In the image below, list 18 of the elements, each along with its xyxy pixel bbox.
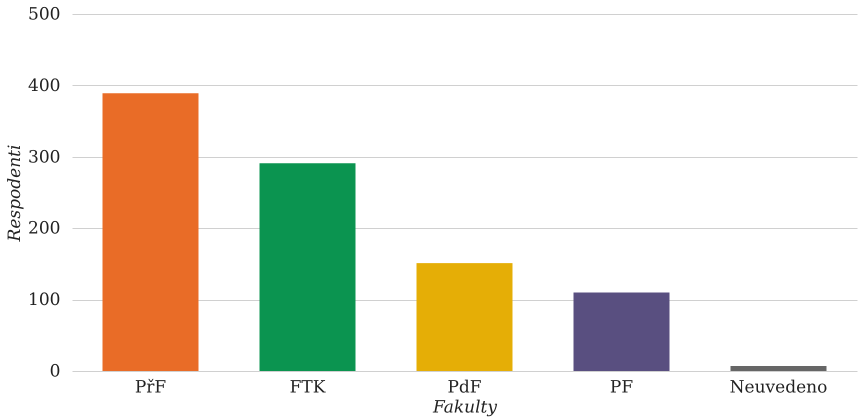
y-tick-label: 200 <box>28 218 60 239</box>
y-tick-label: 100 <box>28 290 60 310</box>
x-tick-label: PF <box>610 378 634 398</box>
x-tick-label: Neuvedeno <box>730 378 828 398</box>
bar <box>102 93 198 371</box>
y-tick-label: 400 <box>28 76 60 96</box>
bar <box>574 292 670 371</box>
x-tick-label: PřF <box>134 378 166 398</box>
bar <box>260 163 356 371</box>
bar <box>730 366 826 371</box>
bar <box>416 263 512 371</box>
y-tick-label: 500 <box>28 4 60 24</box>
x-axis-title: Fakulty <box>432 398 498 418</box>
y-axis-title: Respodenti <box>5 144 26 242</box>
x-tick-label: FTK <box>290 378 326 398</box>
y-tick-label: 300 <box>28 147 60 168</box>
y-tick-label: 0 <box>50 362 60 382</box>
x-tick-label: PdF <box>447 378 482 398</box>
